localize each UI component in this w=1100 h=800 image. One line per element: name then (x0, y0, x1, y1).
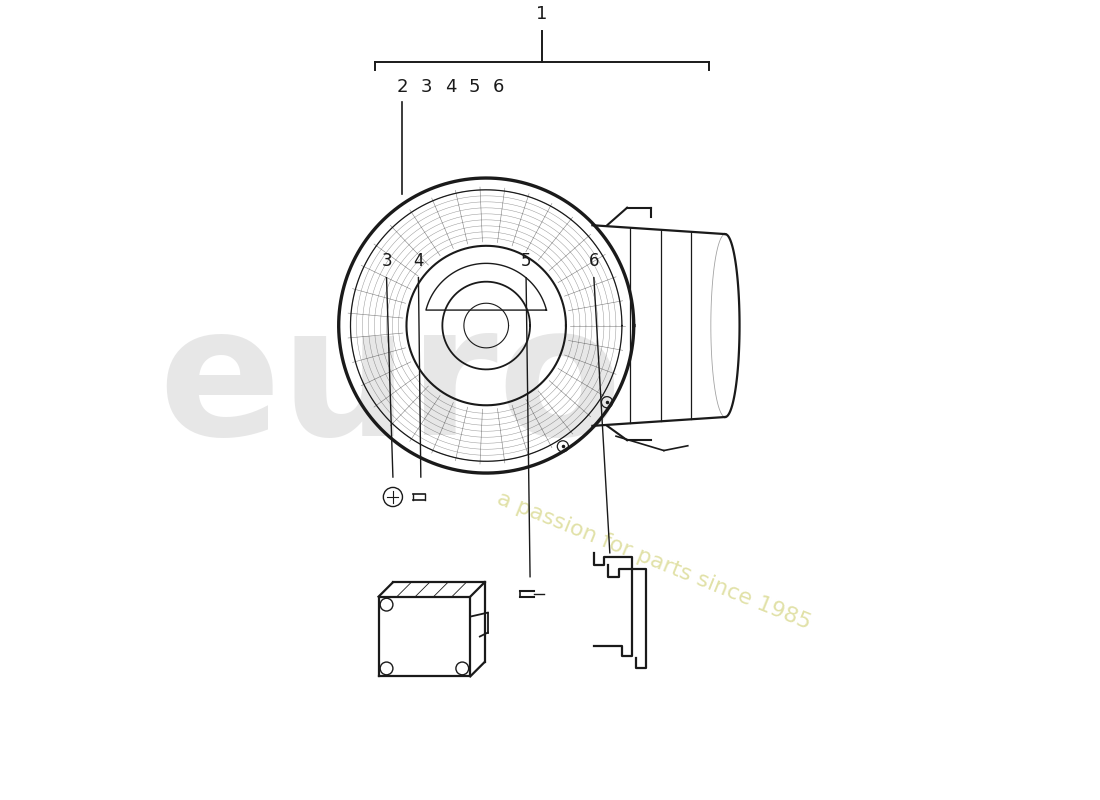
Text: euro: euro (158, 298, 623, 474)
Text: 3: 3 (382, 252, 392, 270)
Text: 6: 6 (493, 78, 504, 96)
Text: a passion for parts since 1985: a passion for parts since 1985 (494, 489, 814, 633)
Text: 2: 2 (397, 78, 408, 96)
Text: 3: 3 (420, 78, 432, 96)
Text: 5: 5 (520, 252, 531, 270)
Text: 4: 4 (444, 78, 456, 96)
Text: 4: 4 (414, 252, 424, 270)
Text: 6: 6 (588, 252, 600, 270)
Text: 5: 5 (469, 78, 480, 96)
Text: 1: 1 (537, 5, 548, 22)
